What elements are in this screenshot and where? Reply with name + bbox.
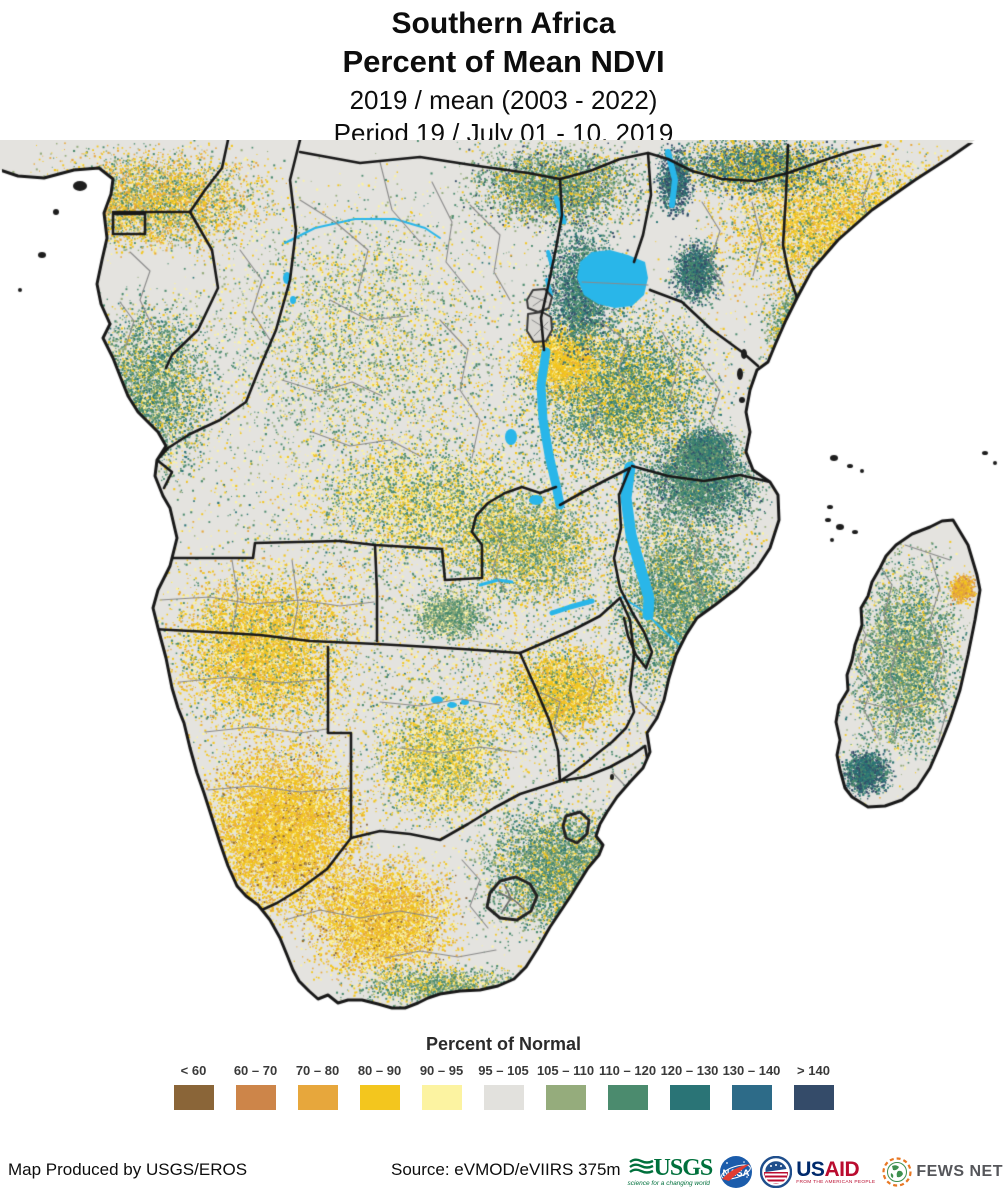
usaid-seal-icon xyxy=(760,1156,792,1188)
legend-item-2: 70 – 80 xyxy=(287,1063,349,1110)
legend-item-6: 105 – 110 xyxy=(535,1063,597,1110)
legend-item-5: 95 – 105 xyxy=(473,1063,535,1110)
logo-strip: USGS science for a changing world NASA xyxy=(628,1148,1003,1195)
ndvi-map-canvas xyxy=(0,140,1007,1032)
legend-item-10: > 140 xyxy=(783,1063,845,1110)
legend-label: 120 – 130 xyxy=(661,1063,719,1078)
legend-label: 90 – 95 xyxy=(420,1063,463,1078)
usgs-logo-text: USGS xyxy=(654,1156,713,1180)
legend-item-3: 80 – 90 xyxy=(349,1063,411,1110)
legend-label: 130 – 140 xyxy=(723,1063,781,1078)
legend-label: 60 – 70 xyxy=(234,1063,277,1078)
legend-item-1: 60 – 70 xyxy=(225,1063,287,1110)
legend-swatch xyxy=(794,1085,834,1110)
usaid-logo: USAID FROM THE AMERICAN PEOPLE xyxy=(760,1156,875,1188)
legend-label: 110 – 120 xyxy=(599,1063,656,1078)
map-title-product: Percent of Mean NDVI xyxy=(0,44,1007,81)
usaid-logo-text-aid: AID xyxy=(824,1158,859,1181)
legend-swatch xyxy=(608,1085,648,1110)
source-text: Source: eVMOD/eVIIRS 375m xyxy=(391,1160,621,1180)
legend-label: > 140 xyxy=(797,1063,830,1078)
legend-swatch xyxy=(174,1085,214,1110)
nasa-logo: NASA xyxy=(719,1155,753,1189)
legend-label: 80 – 90 xyxy=(358,1063,401,1078)
usgs-logo: USGS science for a changing world xyxy=(628,1156,713,1188)
legend-item-4: 90 – 95 xyxy=(411,1063,473,1110)
map-title-region: Southern Africa xyxy=(0,6,1007,41)
fews-globe-icon xyxy=(882,1157,912,1187)
nasa-meatball-icon: NASA xyxy=(719,1155,753,1189)
legend-item-8: 120 – 130 xyxy=(659,1063,721,1110)
usgs-tagline: science for a changing world xyxy=(628,1181,710,1188)
legend-item-0: < 60 xyxy=(163,1063,225,1110)
usaid-logo-text-us: US xyxy=(796,1158,824,1181)
map-subtitle-ratio: 2019 / mean (2003 - 2022) xyxy=(0,85,1007,116)
legend-label: < 60 xyxy=(181,1063,207,1078)
legend-item-9: 130 – 140 xyxy=(721,1063,783,1110)
legend-label: 70 – 80 xyxy=(296,1063,339,1078)
legend-swatch xyxy=(546,1085,586,1110)
legend-swatch xyxy=(236,1085,276,1110)
legend-title: Percent of Normal xyxy=(0,1034,1007,1055)
footer: Map Produced by USGS/EROS Source: eVMOD/… xyxy=(0,1148,1007,1195)
legend-swatch xyxy=(422,1085,462,1110)
legend-item-7: 110 – 120 xyxy=(597,1063,659,1110)
legend: Percent of Normal < 60 60 – 70 70 – 80 80 –… xyxy=(0,1034,1007,1110)
legend-swatch xyxy=(732,1085,772,1110)
produced-by-text: Map Produced by USGS/EROS xyxy=(8,1160,247,1180)
legend-label: 95 – 105 xyxy=(478,1063,529,1078)
legend-label: 105 – 110 xyxy=(537,1063,594,1078)
legend-swatch xyxy=(484,1085,524,1110)
page: Southern Africa Percent of Mean NDVI 201… xyxy=(0,0,1007,1195)
legend-swatch xyxy=(360,1085,400,1110)
usaid-tagline: FROM THE AMERICAN PEOPLE xyxy=(796,1180,875,1185)
fews-net-logo-text: FEWS NET xyxy=(916,1163,1003,1181)
legend-swatch xyxy=(670,1085,710,1110)
usgs-wave-icon xyxy=(628,1156,654,1179)
legend-swatch xyxy=(298,1085,338,1110)
legend-row: < 60 60 – 70 70 – 80 80 – 90 90 – 95 95 – 105… xyxy=(0,1063,1007,1110)
title-block: Southern Africa Percent of Mean NDVI 201… xyxy=(0,6,1007,148)
fews-net-logo: FEWS NET xyxy=(882,1157,1003,1187)
